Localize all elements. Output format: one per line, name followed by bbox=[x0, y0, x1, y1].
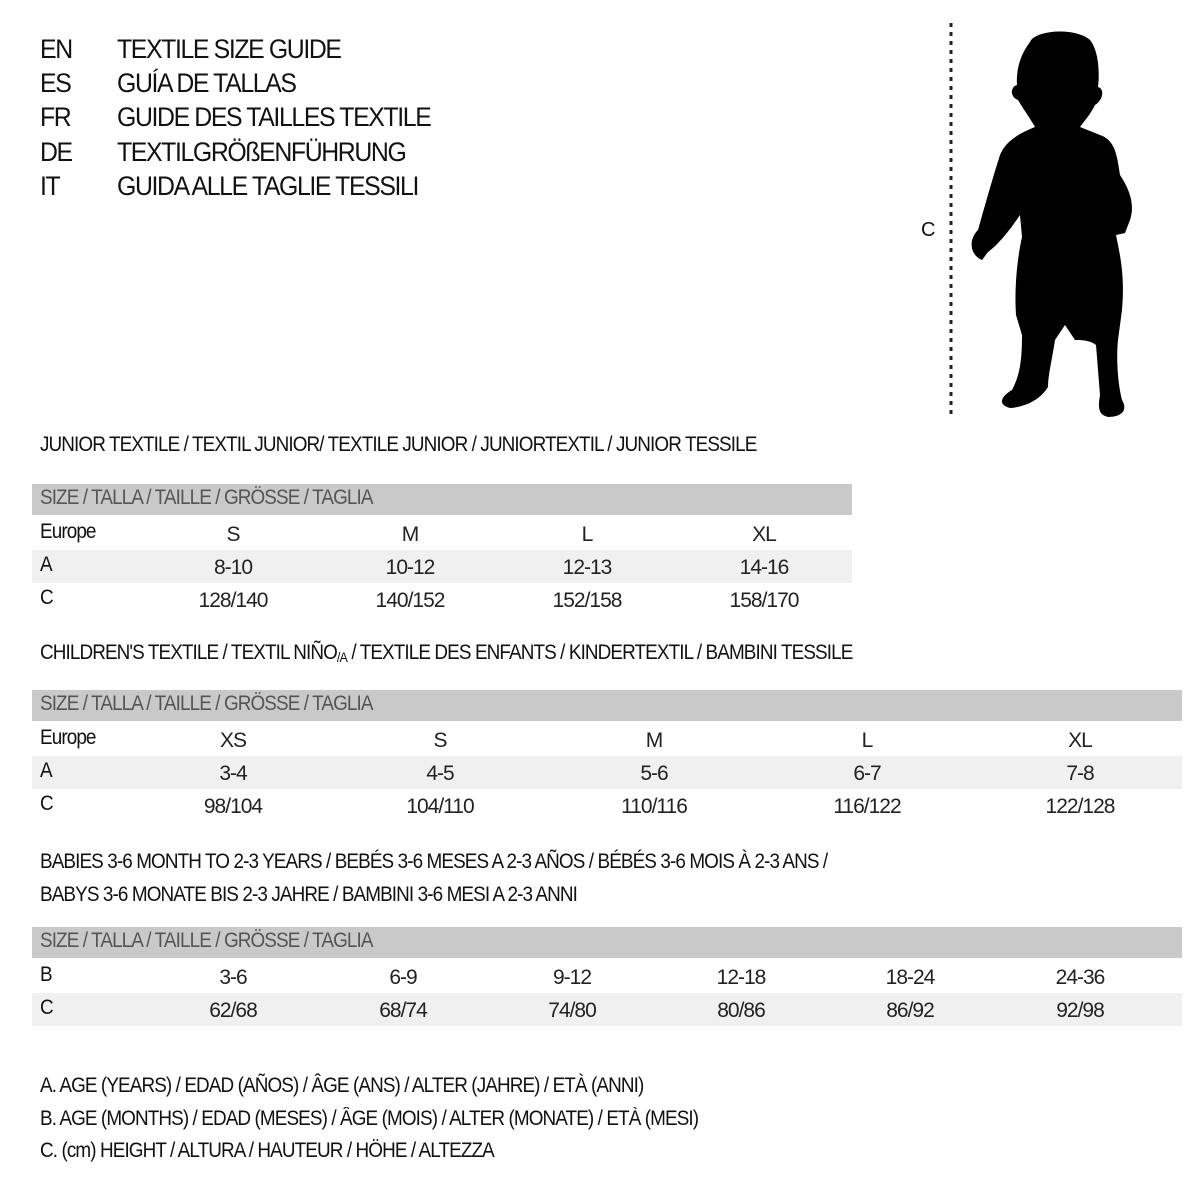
lang-title-es: GUÍA DE TALLAS bbox=[117, 68, 297, 98]
table-cell: 4-5 bbox=[426, 762, 454, 785]
row-label: C bbox=[40, 792, 54, 815]
table-row: C 98/104 104/110 110/116 116/122 122/128 bbox=[32, 789, 1182, 822]
table-cell: 74/80 bbox=[548, 999, 597, 1022]
junior-size-table: SIZE / TALLA / TAILLE / GRÖSSE / TAGLIA … bbox=[32, 484, 852, 616]
table-cell: 9-12 bbox=[552, 966, 592, 989]
title-text: / TEXTILE DES ENFANTS / KINDERTEXTIL / B… bbox=[346, 641, 853, 664]
lang-code-es: ES bbox=[40, 68, 72, 98]
legend-b: B. AGE (MONTHS) / EDAD (MESES) / ÂGE (MO… bbox=[40, 1107, 699, 1130]
table-row: A 3-4 4-5 5-6 6-7 7-8 bbox=[32, 756, 1182, 789]
babies-section-title-line1: BABIES 3-6 MONTH TO 2-3 YEARS / BEBÉS 3-… bbox=[40, 850, 828, 873]
table-row: C 62/68 68/74 74/80 80/86 86/92 92/98 bbox=[32, 993, 1182, 1026]
row-label: Europe bbox=[40, 520, 96, 543]
table-cell: 128/140 bbox=[198, 589, 269, 612]
table-row: Europe S M L XL bbox=[32, 517, 852, 550]
lang-title-fr: GUIDE DES TAILLES TEXTILE bbox=[117, 102, 432, 132]
row-label: A bbox=[40, 759, 53, 782]
table-cell: 104/110 bbox=[406, 795, 474, 818]
table-row: A 8-10 10-12 12-13 14-16 bbox=[32, 550, 852, 583]
lang-title-de: TEXTILGRÖßENFÜHRUNG bbox=[117, 137, 407, 167]
table-header-row: SIZE / TALLA / TAILLE / GRÖSSE / TAGLIA bbox=[32, 690, 1182, 721]
row-label: C bbox=[40, 996, 54, 1019]
lang-code-de: DE bbox=[40, 137, 73, 167]
table-cell: S bbox=[433, 729, 447, 752]
table-header: SIZE / TALLA / TAILLE / GRÖSSE / TAGLIA bbox=[40, 692, 373, 715]
table-cell: 8-10 bbox=[213, 556, 253, 579]
table-cell: L bbox=[581, 523, 594, 546]
table-cell: 24-36 bbox=[1055, 966, 1106, 989]
lang-code-en: EN bbox=[40, 34, 73, 64]
legend-c: C. (cm) HEIGHT / ALTURA / HAUTEUR / HÖHE… bbox=[40, 1139, 495, 1162]
legend-a: A. AGE (YEARS) / EDAD (AÑOS) / ÂGE (ANS)… bbox=[40, 1074, 644, 1097]
table-cell: 3-4 bbox=[219, 762, 247, 785]
table-cell: XS bbox=[219, 729, 247, 752]
table-cell: 86/92 bbox=[886, 999, 935, 1022]
table-header: SIZE / TALLA / TAILLE / GRÖSSE / TAGLIA bbox=[40, 486, 373, 509]
title-text: CHILDREN'S TEXTILE / TEXTIL NIÑO bbox=[40, 641, 338, 664]
row-label: C bbox=[40, 586, 54, 609]
child-silhouette-icon bbox=[949, 23, 1132, 418]
table-cell: 68/74 bbox=[379, 999, 428, 1022]
table-cell: 12-18 bbox=[716, 966, 767, 989]
children-section-title: CHILDREN'S TEXTILE / TEXTIL NIÑO/A / TEX… bbox=[40, 641, 853, 665]
table-cell: 7-8 bbox=[1066, 762, 1094, 785]
table-cell: 18-24 bbox=[885, 966, 936, 989]
row-label: Europe bbox=[40, 726, 96, 749]
table-cell: 62/68 bbox=[209, 999, 258, 1022]
table-cell: 158/170 bbox=[729, 589, 800, 612]
table-cell: 5-6 bbox=[640, 762, 668, 785]
table-cell: 92/98 bbox=[1056, 999, 1105, 1022]
table-row: C 128/140 140/152 152/158 158/170 bbox=[32, 583, 852, 616]
table-cell: 12-13 bbox=[562, 556, 613, 579]
table-cell: 116/122 bbox=[833, 795, 901, 818]
table-cell: 3-6 bbox=[219, 966, 247, 989]
babies-size-table: SIZE / TALLA / TAILLE / GRÖSSE / TAGLIA … bbox=[32, 927, 1182, 1026]
babies-section-title-line2: BABYS 3-6 MONATE BIS 2-3 JAHRE / BAMBINI… bbox=[40, 883, 578, 906]
table-cell: 110/116 bbox=[621, 795, 688, 818]
table-cell: 10-12 bbox=[385, 556, 436, 579]
table-cell: 140/152 bbox=[375, 589, 446, 612]
table-row: B 3-6 6-9 9-12 12-18 18-24 24-36 bbox=[32, 960, 1182, 993]
junior-section-title: JUNIOR TEXTILE / TEXTIL JUNIOR/ TEXTILE … bbox=[40, 433, 757, 456]
lang-title-en: TEXTILE SIZE GUIDE bbox=[117, 34, 342, 64]
title-subscript: /A bbox=[336, 649, 348, 665]
table-cell: L bbox=[861, 729, 874, 752]
table-cell: M bbox=[645, 729, 664, 752]
table-cell: XL bbox=[752, 523, 777, 546]
lang-code-fr: FR bbox=[40, 102, 72, 132]
table-header: SIZE / TALLA / TAILLE / GRÖSSE / TAGLIA bbox=[40, 929, 373, 952]
table-header-row: SIZE / TALLA / TAILLE / GRÖSSE / TAGLIA bbox=[32, 484, 852, 515]
table-cell: XL bbox=[1068, 729, 1093, 752]
table-cell: S bbox=[226, 523, 240, 546]
height-measure-label: C bbox=[921, 219, 936, 241]
table-cell: 6-7 bbox=[853, 762, 881, 785]
lang-title-it: GUIDA ALLE TAGLIE TESSILI bbox=[117, 171, 419, 201]
table-cell: 6-9 bbox=[389, 966, 417, 989]
table-cell: 14-16 bbox=[739, 556, 790, 579]
table-cell: 98/104 bbox=[203, 795, 263, 818]
table-cell: 80/86 bbox=[717, 999, 766, 1022]
table-cell: 152/158 bbox=[552, 589, 623, 612]
lang-code-it: IT bbox=[40, 171, 61, 201]
table-header-row: SIZE / TALLA / TAILLE / GRÖSSE / TAGLIA bbox=[32, 927, 1182, 958]
row-label: B bbox=[40, 963, 53, 986]
table-row: Europe XS S M L XL bbox=[32, 723, 1182, 756]
table-cell: M bbox=[401, 523, 420, 546]
table-cell: 122/128 bbox=[1045, 795, 1116, 818]
row-label: A bbox=[40, 553, 53, 576]
children-size-table: SIZE / TALLA / TAILLE / GRÖSSE / TAGLIA … bbox=[32, 690, 1182, 822]
